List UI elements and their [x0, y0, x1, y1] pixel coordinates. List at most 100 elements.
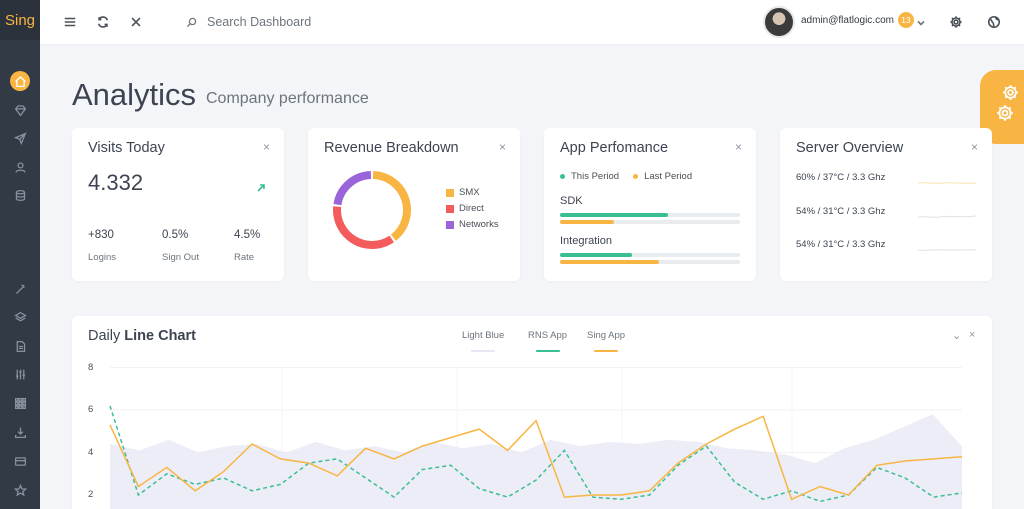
- progress-this-period: [560, 213, 668, 217]
- database-icon[interactable]: [10, 185, 30, 205]
- gear-icon: [1003, 85, 1018, 100]
- revenue-breakdown-card: Revenue Breakdown × SMX Direct Networks: [308, 128, 520, 281]
- daily-line-chart-card: Daily Line Chart Light Blue RNS App Sing…: [72, 316, 992, 509]
- legend-item[interactable]: Light Blue: [462, 330, 504, 352]
- donut-slice: [333, 171, 372, 206]
- user-icon[interactable]: [10, 157, 30, 177]
- chart-title-prefix: Daily: [88, 328, 121, 344]
- close-icon[interactable]: ×: [969, 329, 976, 341]
- card-title: Revenue Breakdown: [324, 140, 459, 156]
- document-icon[interactable]: [10, 336, 30, 356]
- settings-gear-icon[interactable]: [946, 12, 966, 32]
- server-stat: 54% / 31°C / 3.3 Ghz: [796, 239, 886, 250]
- chevron-down-icon[interactable]: [916, 15, 926, 26]
- legend-label: Direct: [459, 203, 484, 214]
- series-area-light-blue: [110, 414, 962, 509]
- download-icon[interactable]: [10, 422, 30, 442]
- chart-title: Daily Line Chart: [88, 328, 196, 344]
- logo[interactable]: Sing: [0, 0, 40, 40]
- close-icon[interactable]: [126, 12, 146, 32]
- send-icon[interactable]: [10, 128, 30, 148]
- series-line-rns-app: [109, 405, 963, 503]
- legend-label: RNS App: [528, 330, 568, 341]
- progress-track: [560, 253, 740, 257]
- stat-rate: 4.5% Rate: [234, 229, 260, 263]
- legend-label: Sing App: [587, 330, 626, 341]
- revenue-donut-chart: [333, 171, 411, 249]
- sidebar: Sing: [0, 0, 40, 509]
- star-icon[interactable]: [10, 480, 30, 500]
- y-tick-label: 4: [88, 447, 94, 458]
- card-title: Visits Today: [88, 140, 165, 156]
- grid-icon[interactable]: [10, 393, 30, 413]
- stat-label: Logins: [88, 252, 116, 263]
- legend-swatch: [535, 350, 560, 352]
- legend-swatch: [446, 204, 454, 213]
- legend-swatch: [446, 220, 454, 229]
- stat-logins: +830 Logins: [88, 229, 116, 263]
- close-icon[interactable]: ×: [970, 140, 978, 154]
- server-stat: 54% / 31°C / 3.3 Ghz: [796, 206, 886, 217]
- server-stat: 60% / 37°C / 3.3 Ghz: [796, 172, 886, 183]
- legend-label: Light Blue: [462, 330, 505, 341]
- stat-label: Rate: [234, 252, 255, 263]
- legend-swatch: [446, 188, 454, 197]
- home-icon[interactable]: [10, 71, 30, 91]
- menu-toggle-button[interactable]: [60, 12, 80, 32]
- series-line-sing-app: [109, 415, 963, 501]
- legend-dot: [633, 174, 639, 179]
- magic-icon[interactable]: [10, 279, 30, 299]
- legend-item[interactable]: Sing App: [587, 330, 625, 352]
- user-email[interactable]: admin@flatlogic.com: [801, 15, 894, 26]
- search-bar: [186, 12, 387, 32]
- refresh-button[interactable]: [93, 12, 113, 32]
- metric-label: Integration: [560, 235, 612, 247]
- server-overview-card: Server Overview × 60% / 37°C / 3.3 Ghz 5…: [780, 128, 992, 281]
- line-chart-plot: [109, 367, 963, 509]
- diamond-icon[interactable]: [10, 100, 30, 120]
- metric-label: SDK: [560, 195, 583, 207]
- legend-swatch: [471, 350, 496, 352]
- visits-value: 4.332: [88, 170, 144, 195]
- server-sparkline: [918, 215, 976, 218]
- progress-track: [560, 213, 740, 217]
- gear-icon: [997, 105, 1013, 121]
- close-icon[interactable]: ×: [734, 140, 742, 154]
- legend-label: SMX: [459, 187, 480, 198]
- legend-item[interactable]: RNS App: [528, 330, 567, 352]
- stat-value: 4.5%: [234, 229, 261, 241]
- progress-track: [560, 260, 740, 264]
- search-input[interactable]: [207, 15, 387, 29]
- sliders-icon[interactable]: [10, 364, 30, 384]
- page-title: Analytics: [72, 77, 197, 112]
- close-icon[interactable]: ×: [498, 140, 506, 154]
- y-tick-label: 6: [88, 404, 94, 415]
- card-title: App Perfomance: [560, 140, 669, 156]
- card-icon[interactable]: [10, 451, 30, 471]
- app-performance-card: App Perfomance × This Period Last Period…: [544, 128, 756, 281]
- legend-item: SMX: [446, 187, 480, 198]
- stat-sign-out: 0.5% Sign Out: [162, 229, 199, 263]
- search-icon: [186, 17, 197, 27]
- legend-item: Networks: [446, 219, 499, 230]
- layers-icon[interactable]: [10, 307, 30, 327]
- legend-label: This Period: [571, 171, 620, 182]
- avatar[interactable]: [763, 6, 795, 38]
- progress-track: [560, 220, 740, 224]
- stat-label: Sign Out: [162, 252, 199, 263]
- close-icon[interactable]: ×: [262, 140, 270, 154]
- y-tick-label: 8: [88, 362, 94, 373]
- donut-slice: [372, 171, 411, 241]
- legend-item: Direct: [446, 203, 484, 214]
- collapse-icon[interactable]: ⌄: [952, 330, 962, 342]
- legend-swatch: [594, 350, 619, 352]
- globe-icon[interactable]: [984, 12, 1004, 32]
- notifications-badge[interactable]: 13: [898, 12, 914, 28]
- legend-label: Last Period: [644, 171, 693, 182]
- donut-slice: [333, 206, 394, 249]
- arrow-up-right-icon: [256, 180, 266, 192]
- visits-today-card: Visits Today × 4.332 +830 Logins 0.5% Si…: [72, 128, 284, 281]
- server-sparkline: [918, 182, 976, 184]
- legend-dot: [560, 174, 565, 179]
- progress-last-period: [560, 260, 659, 264]
